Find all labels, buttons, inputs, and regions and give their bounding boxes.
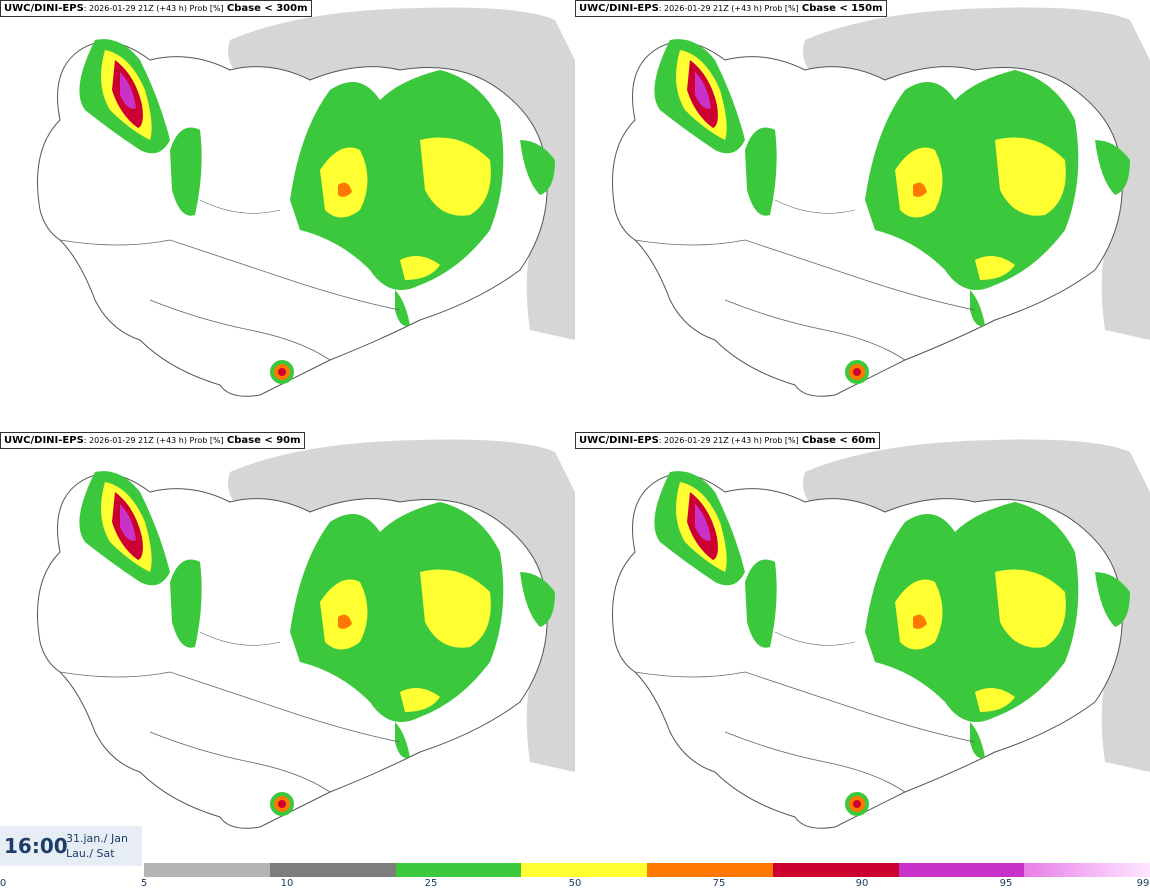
legend-swatch xyxy=(772,863,899,877)
iceland-map xyxy=(575,0,1150,432)
legend-swatch xyxy=(521,863,648,877)
legend-swatch xyxy=(269,863,396,877)
valid-date: 31.jan./ Jan xyxy=(66,832,128,845)
legend-tick-label: 75 xyxy=(712,878,726,889)
panel-title: UWC/DINI-EPS: 2026-01-29 21Z (+43 h) Pro… xyxy=(575,432,880,449)
legend-tick-label: 25 xyxy=(424,878,438,889)
iceland-map xyxy=(575,432,1150,864)
legend-swatch xyxy=(647,863,774,877)
map-panel-90m: UWC/DINI-EPS: 2026-01-29 21Z (+43 h) Pro… xyxy=(0,432,575,864)
valid-time: 16:00 xyxy=(4,834,68,858)
legend-tick-label: 90 xyxy=(855,878,869,889)
map-panel-150m: UWC/DINI-EPS: 2026-01-29 21Z (+43 h) Pro… xyxy=(575,0,1150,432)
map-panel-60m: UWC/DINI-EPS: 2026-01-29 21Z (+43 h) Pro… xyxy=(575,432,1150,864)
map-panel-300m: UWC/DINI-EPS: 2026-01-29 21Z (+43 h) Pro… xyxy=(0,0,575,432)
valid-time-box: 16:00 31.jan./ Jan Lau./ Sat xyxy=(0,826,142,866)
iceland-map xyxy=(0,0,575,432)
legend-swatch xyxy=(1024,863,1150,877)
legend-tick-label: 50 xyxy=(568,878,582,889)
panel-title: UWC/DINI-EPS: 2026-01-29 21Z (+43 h) Pro… xyxy=(0,432,305,449)
legend-tick-label: 99 xyxy=(1136,878,1150,889)
legend-tick-label: 95 xyxy=(999,878,1013,889)
legend-swatch xyxy=(395,863,522,877)
panel-title: UWC/DINI-EPS: 2026-01-29 21Z (+43 h) Pro… xyxy=(0,0,312,17)
color-legend xyxy=(144,863,1150,877)
legend-tick-label: 0 xyxy=(0,878,7,889)
iceland-map xyxy=(0,432,575,864)
legend-tick-label: 5 xyxy=(140,878,148,889)
panel-title: UWC/DINI-EPS: 2026-01-29 21Z (+43 h) Pro… xyxy=(575,0,887,17)
legend-swatch xyxy=(144,863,271,877)
legend-tick-label: 10 xyxy=(280,878,294,889)
legend-swatch xyxy=(898,863,1025,877)
valid-day: Lau./ Sat xyxy=(66,847,115,860)
